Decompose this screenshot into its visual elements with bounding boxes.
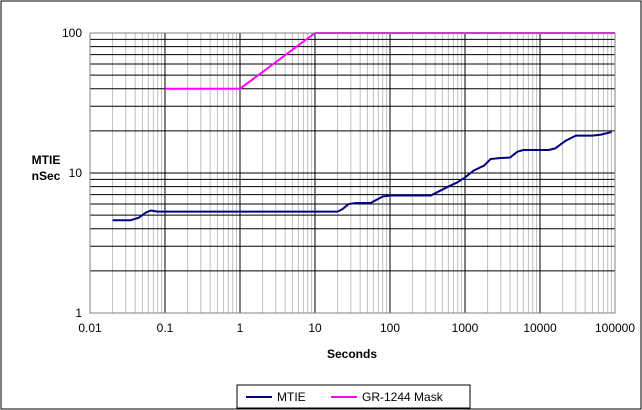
- x-tick-labels: 0.01 0.1 1 10 100 1000 10000 100000: [78, 321, 635, 335]
- x-tick-label: 1000: [452, 321, 479, 335]
- x-tick-label: 10000: [523, 321, 557, 335]
- plot-frame: [89, 32, 616, 314]
- y-tick-label: 100: [62, 26, 82, 40]
- y-axis-title-line1: MTIE: [32, 153, 61, 167]
- x-axis-title: Seconds: [327, 347, 377, 361]
- x-tick-label: 0.1: [157, 321, 174, 335]
- x-tick-label: 10: [308, 321, 322, 335]
- x-tick-label: 1: [237, 321, 244, 335]
- x-tick-label: 100000: [595, 321, 635, 335]
- legend-label-mtie: MTIE: [277, 390, 306, 404]
- x-tick-label: 0.01: [78, 321, 102, 335]
- y-tick-label: 1: [75, 306, 82, 320]
- series-line-mtie: [112, 131, 612, 222]
- x-tick-label: 100: [380, 321, 400, 335]
- y-tick-labels: 1 10 100: [62, 26, 82, 320]
- legend: MTIE GR-1244 Mask: [236, 384, 471, 409]
- legend-label-mask: GR-1244 Mask: [362, 390, 444, 404]
- y-tick-label: 10: [69, 166, 83, 180]
- y-axis-title-line2: nSec: [32, 169, 61, 183]
